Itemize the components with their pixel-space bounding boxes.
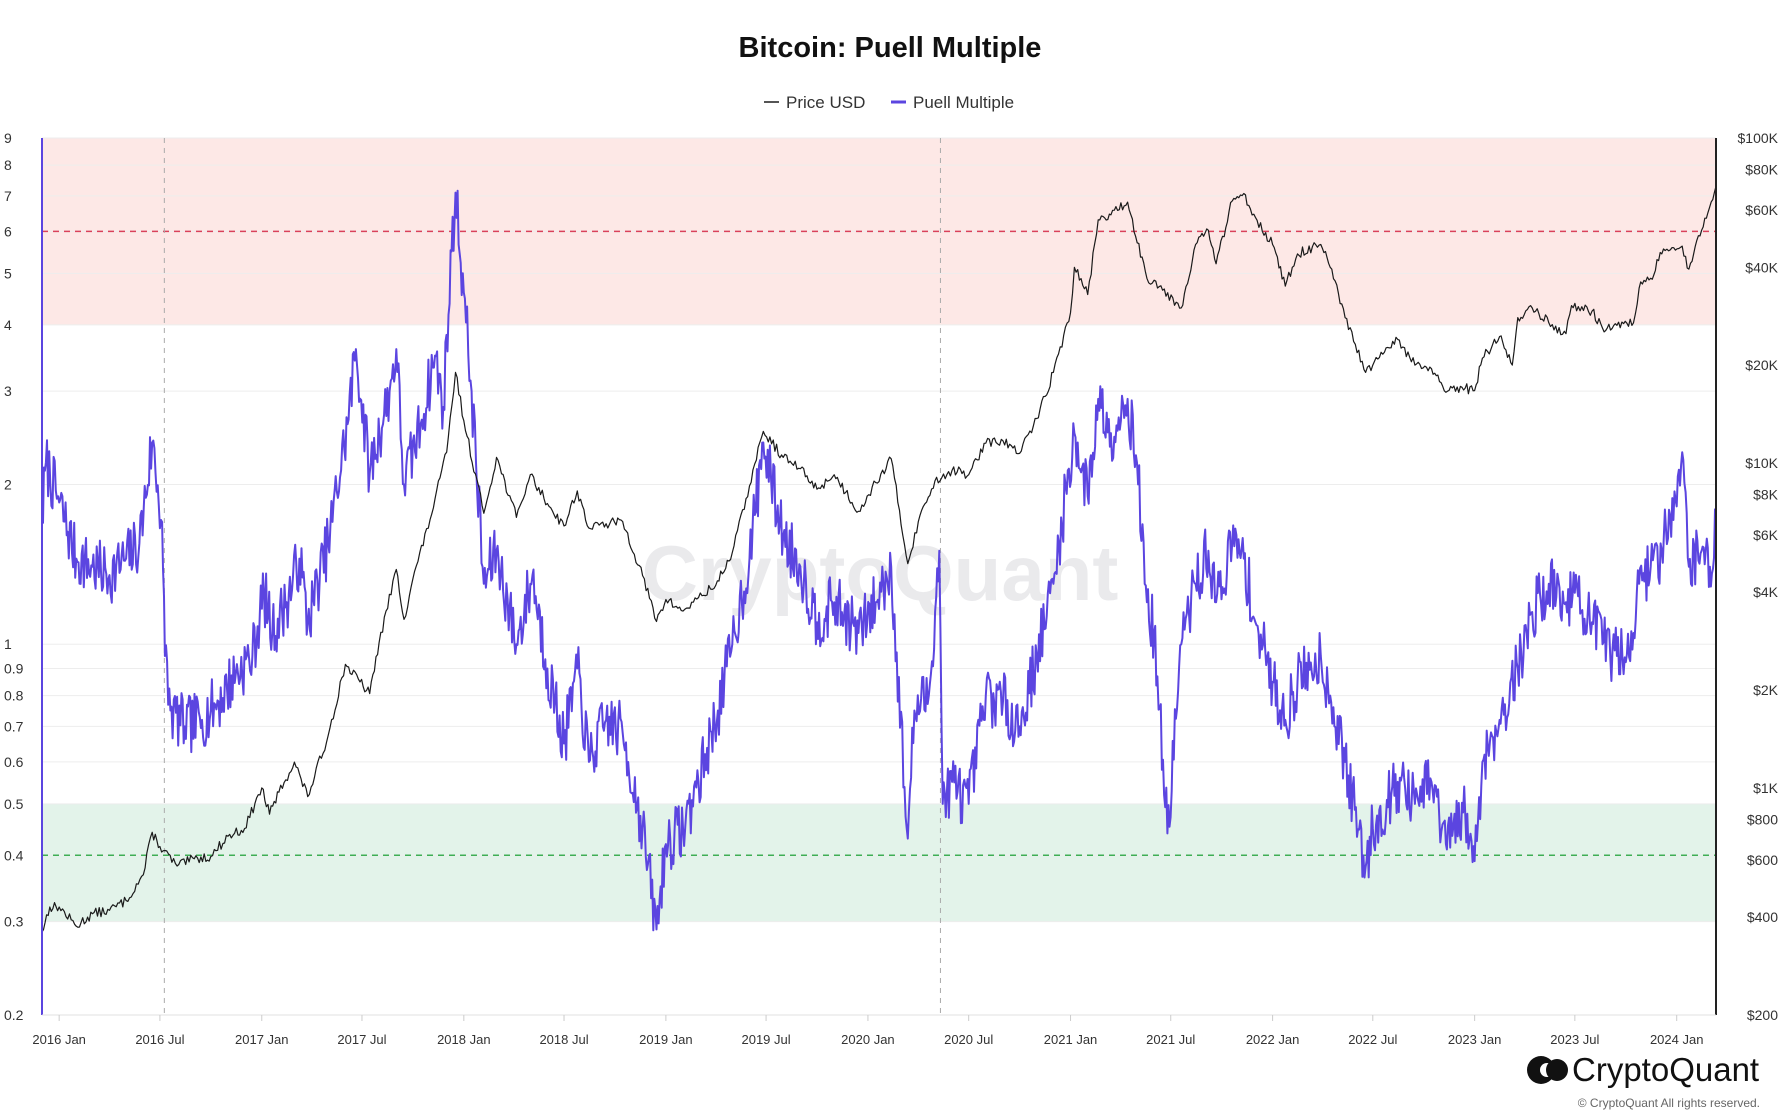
legend-item-puell[interactable]: Puell Multiple: [891, 93, 1014, 112]
brand-logo: CryptoQuant © CryptoQuant All rights res…: [1527, 1051, 1760, 1110]
y-right-tick-label: $40K: [1745, 259, 1778, 275]
y-right-ticks: $100K $80K $60K $40K $20K $10K $8K $6K $4K $2K $1K…: [1738, 130, 1779, 1023]
series-line-puell-multiple: [41, 189, 1717, 932]
y-right-tick-label: $200: [1747, 1007, 1778, 1023]
legend-label-price: Price USD: [786, 93, 865, 112]
y-left-tick-label: 0.8: [4, 688, 24, 704]
x-tick-label: 2017 Jul: [337, 1032, 386, 1047]
y-right-tick-label: $60K: [1745, 202, 1778, 218]
y-left-tick-label: 8: [4, 157, 12, 173]
x-tick-label: 2019 Jan: [639, 1032, 693, 1047]
legend-label-puell: Puell Multiple: [913, 93, 1014, 112]
y-left-tick-label: 0.4: [4, 847, 24, 863]
y-right-tick-label: $2K: [1753, 682, 1779, 698]
y-right-tick-label: $10K: [1745, 455, 1778, 471]
y-left-tick-label: 2: [4, 477, 12, 493]
x-tick-label: 2020 Jul: [944, 1032, 993, 1047]
x-tick-label: 2021 Jul: [1146, 1032, 1195, 1047]
x-tick-label: 2020 Jan: [841, 1032, 895, 1047]
x-tick-label: 2022 Jan: [1246, 1032, 1300, 1047]
copyright-text: © CryptoQuant All rights reserved.: [1578, 1096, 1760, 1110]
y-left-tick-label: 9: [4, 130, 12, 146]
y-left-tick-label: 0.3: [4, 914, 24, 930]
threshold-lines: [42, 230, 1716, 857]
y-right-tick-label: $100K: [1738, 130, 1779, 146]
y-right-tick-label: $1K: [1753, 780, 1779, 796]
halving-lines: [163, 138, 941, 1015]
band-1: [42, 803, 1716, 922]
y-left-tick-label: 0.7: [4, 718, 24, 734]
y-left-tick-label: 4: [4, 317, 12, 333]
legend: Price USD Puell Multiple: [764, 93, 1014, 112]
legend-item-price[interactable]: Price USD: [764, 93, 865, 112]
y-left-tick-label: 0.5: [4, 796, 24, 812]
x-tick-label: 2016 Jan: [32, 1032, 86, 1047]
x-ticks: 2016 Jan 2016 Jul 2017 Jan 2017 Jul 2018 Jan…: [32, 1015, 1703, 1047]
y-left-ticks: 9 8 7 6 5 4 3 2 1 0.9 0.8 0.7 0.6 0.5 0.4 0.3 0.2: [4, 130, 24, 1023]
x-tick-label: 2021 Jan: [1044, 1032, 1098, 1047]
y-right-tick-label: $800: [1747, 811, 1778, 827]
chart-title: Bitcoin: Puell Multiple: [739, 32, 1042, 64]
x-tick-label: 2017 Jan: [235, 1032, 289, 1047]
x-tick-label: 2023 Jan: [1448, 1032, 1502, 1047]
x-tick-label: 2018 Jan: [437, 1032, 491, 1047]
y-left-tick-label: 5: [4, 265, 12, 281]
axes: [41, 138, 1717, 1016]
plot-series: [41, 186, 1717, 933]
y-right-tick-label: $80K: [1745, 161, 1778, 177]
y-right-tick-label: $400: [1747, 909, 1778, 925]
y-left-tick-label: 0.2: [4, 1007, 24, 1023]
x-tick-label: 2024 Jan: [1650, 1032, 1704, 1047]
x-tick-label: 2022 Jul: [1348, 1032, 1397, 1047]
y-right-tick-label: $4K: [1753, 584, 1779, 600]
y-left-tick-label: 6: [4, 223, 12, 239]
y-left-tick-label: 1: [4, 636, 12, 652]
x-tick-label: 2023 Jul: [1550, 1032, 1599, 1047]
y-right-tick-label: $6K: [1753, 527, 1779, 543]
y-left-tick-label: 0.6: [4, 754, 24, 770]
y-left-tick-label: 3: [4, 383, 12, 399]
x-tick-label: 2019 Jul: [741, 1032, 790, 1047]
y-right-tick-label: $8K: [1753, 486, 1779, 502]
y-right-tick-label: $20K: [1745, 357, 1778, 373]
brand-text: CryptoQuant: [1572, 1051, 1759, 1088]
x-tick-label: 2016 Jul: [135, 1032, 184, 1047]
cryptoquant-logo-icon: [1527, 1056, 1568, 1084]
y-right-tick-label: $600: [1747, 852, 1778, 868]
y-left-tick-label: 0.9: [4, 660, 24, 676]
x-tick-label: 2018 Jul: [539, 1032, 588, 1047]
y-left-tick-label: 7: [4, 188, 12, 204]
series-line-price-usd: [41, 186, 1717, 933]
